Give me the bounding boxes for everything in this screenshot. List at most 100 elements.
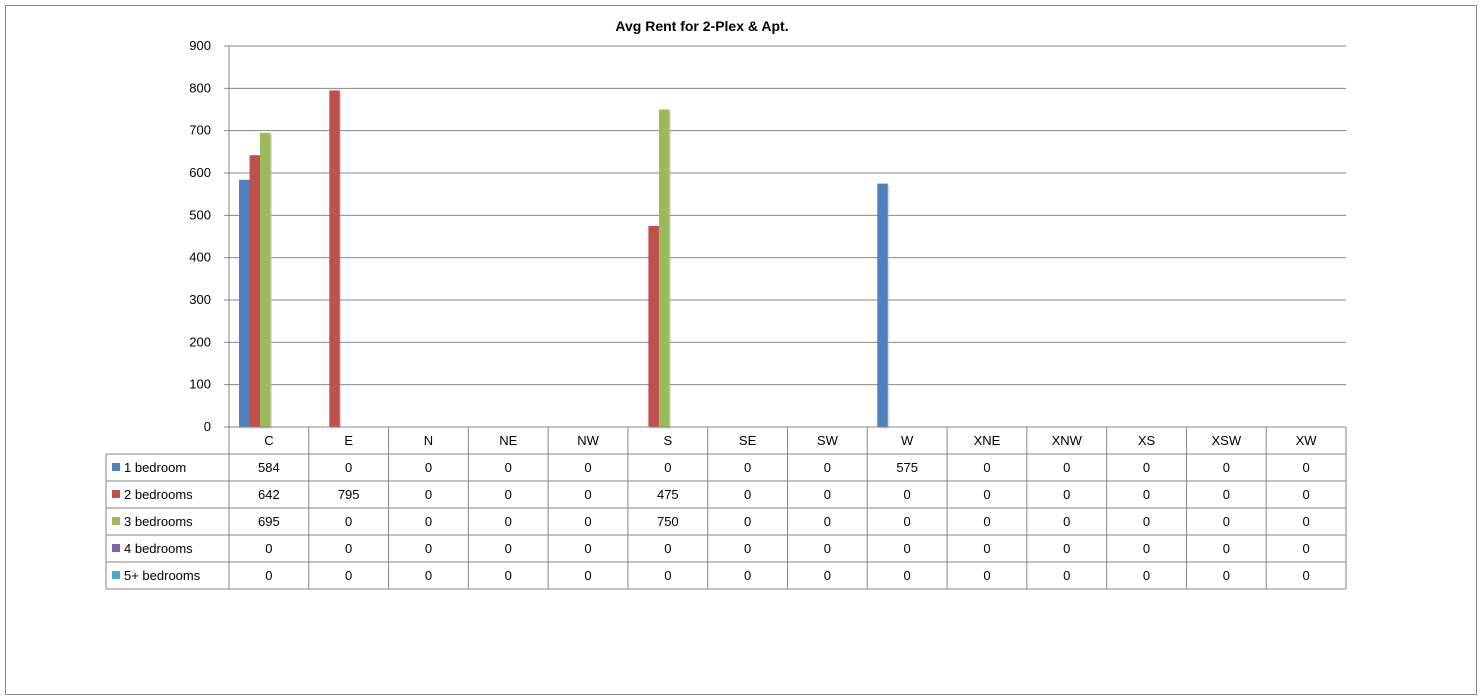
table-cell-value: 0: [1223, 487, 1230, 502]
y-tick-label: 400: [189, 250, 211, 265]
table-cell-value: 0: [744, 460, 751, 475]
table-cell-value: 0: [425, 568, 432, 583]
y-axis-ticks: 0 100 200 300 400 500 600 700 800 900: [189, 38, 211, 434]
table-cell-value: 0: [1302, 541, 1309, 556]
legend-key-label: 1 bedroom: [124, 460, 186, 475]
table-cell-value: 0: [505, 487, 512, 502]
table-cell-value: 0: [824, 514, 831, 529]
category-label: XW: [1296, 433, 1318, 448]
table-cell-value: 0: [824, 568, 831, 583]
table-cell-value: 0: [505, 541, 512, 556]
table-cell-value: 0: [425, 460, 432, 475]
category-label: SE: [739, 433, 757, 448]
table-cell-value: 0: [664, 568, 671, 583]
table-cell-value: 0: [1143, 541, 1150, 556]
table-cell-value: 0: [1302, 568, 1309, 583]
category-label: E: [344, 433, 353, 448]
table-cell-value: 575: [896, 460, 918, 475]
category-label: XNE: [974, 433, 1001, 448]
table-cell-value: 0: [1223, 541, 1230, 556]
table-cell-value: 0: [265, 568, 272, 583]
table-cell-value: 0: [1063, 568, 1070, 583]
legend-key-swatch: [112, 517, 120, 525]
table-cell-value: 0: [584, 514, 591, 529]
table-cell-value: 0: [425, 487, 432, 502]
legend-key-label: 5+ bedrooms: [124, 568, 201, 583]
table-cell-value: 0: [1063, 460, 1070, 475]
table-cell-value: 0: [505, 460, 512, 475]
table-cell-value: 0: [1223, 514, 1230, 529]
category-label: W: [901, 433, 914, 448]
table-cell-value: 584: [258, 460, 280, 475]
bar-C-s0: [239, 179, 250, 427]
table-cell-value: 0: [345, 541, 352, 556]
category-label: XS: [1138, 433, 1156, 448]
category-label: S: [663, 433, 672, 448]
table-cell-value: 0: [1223, 568, 1230, 583]
y-tick-label: 200: [189, 334, 211, 349]
table-cell-value: 0: [824, 541, 831, 556]
table-cell-value: 0: [664, 541, 671, 556]
table-cell-value: 0: [744, 568, 751, 583]
table-cell-value: 0: [345, 460, 352, 475]
y-tick-label: 100: [189, 377, 211, 392]
table-cell-value: 0: [904, 487, 911, 502]
bar-C-s2: [260, 132, 271, 428]
legend-key-label: 2 bedrooms: [124, 487, 193, 502]
category-label: XNW: [1052, 433, 1083, 448]
legend-key-swatch: [112, 490, 120, 498]
table-cell-value: 0: [345, 514, 352, 529]
table-cell-value: 0: [983, 514, 990, 529]
table-cell-value: 0: [584, 487, 591, 502]
legend-key-label: 4 bedrooms: [124, 541, 193, 556]
table-cell-value: 0: [744, 514, 751, 529]
table-cell-value: 0: [584, 541, 591, 556]
legend-key-label: 3 bedrooms: [124, 514, 193, 529]
table-cell-value: 795: [338, 487, 360, 502]
bar-S-s1: [648, 225, 659, 427]
table-cell-value: 0: [425, 541, 432, 556]
table-cell-value: 0: [1302, 460, 1309, 475]
table-cell-value: 0: [265, 541, 272, 556]
table-cell-value: 0: [1063, 514, 1070, 529]
y-tick-label: 300: [189, 292, 211, 307]
table-cell-value: 0: [1063, 487, 1070, 502]
bar-E-s1: [329, 90, 340, 427]
table-cell-value: 642: [258, 487, 280, 502]
category-label: C: [264, 433, 273, 448]
y-tick-label: 900: [189, 38, 211, 53]
y-tick-label: 700: [189, 123, 211, 138]
table-cell-value: 0: [983, 541, 990, 556]
category-label: N: [424, 433, 433, 448]
table-cell-value: 0: [744, 487, 751, 502]
y-tick-label: 500: [189, 207, 211, 222]
table-cell-value: 0: [904, 568, 911, 583]
table-cell-value: 0: [505, 514, 512, 529]
table-cell-value: 0: [824, 460, 831, 475]
table-cell-value: 0: [983, 460, 990, 475]
table-cell-value: 0: [824, 487, 831, 502]
legend-key-swatch: [112, 571, 120, 579]
table-cell-value: 0: [904, 514, 911, 529]
table-cell-value: 0: [1143, 568, 1150, 583]
table-cell-value: 0: [1302, 487, 1309, 502]
table-cell-value: 0: [1063, 541, 1070, 556]
category-label: NW: [577, 433, 599, 448]
data-table: C E N NE NW S SE SW W XNE XNW XS XSW XW 1 bedroom 584 0 0…: [105, 426, 1347, 590]
table-cell-value: 0: [744, 541, 751, 556]
legend-key-swatch: [112, 463, 120, 471]
y-tick-label: 800: [189, 80, 211, 95]
table-cell-value: 750: [657, 514, 679, 529]
table-cell-value: 0: [584, 460, 591, 475]
table-cell-value: 695: [258, 514, 280, 529]
table-cell-value: 0: [904, 541, 911, 556]
table-cell-value: 0: [664, 460, 671, 475]
table-cell-value: 0: [584, 568, 591, 583]
table-cell-value: 0: [505, 568, 512, 583]
bar-C-s1: [249, 155, 260, 427]
table-cell-value: 0: [1223, 460, 1230, 475]
table-cell-value: 0: [1143, 460, 1150, 475]
table-cell-value: 0: [1143, 487, 1150, 502]
category-label: SW: [817, 433, 839, 448]
